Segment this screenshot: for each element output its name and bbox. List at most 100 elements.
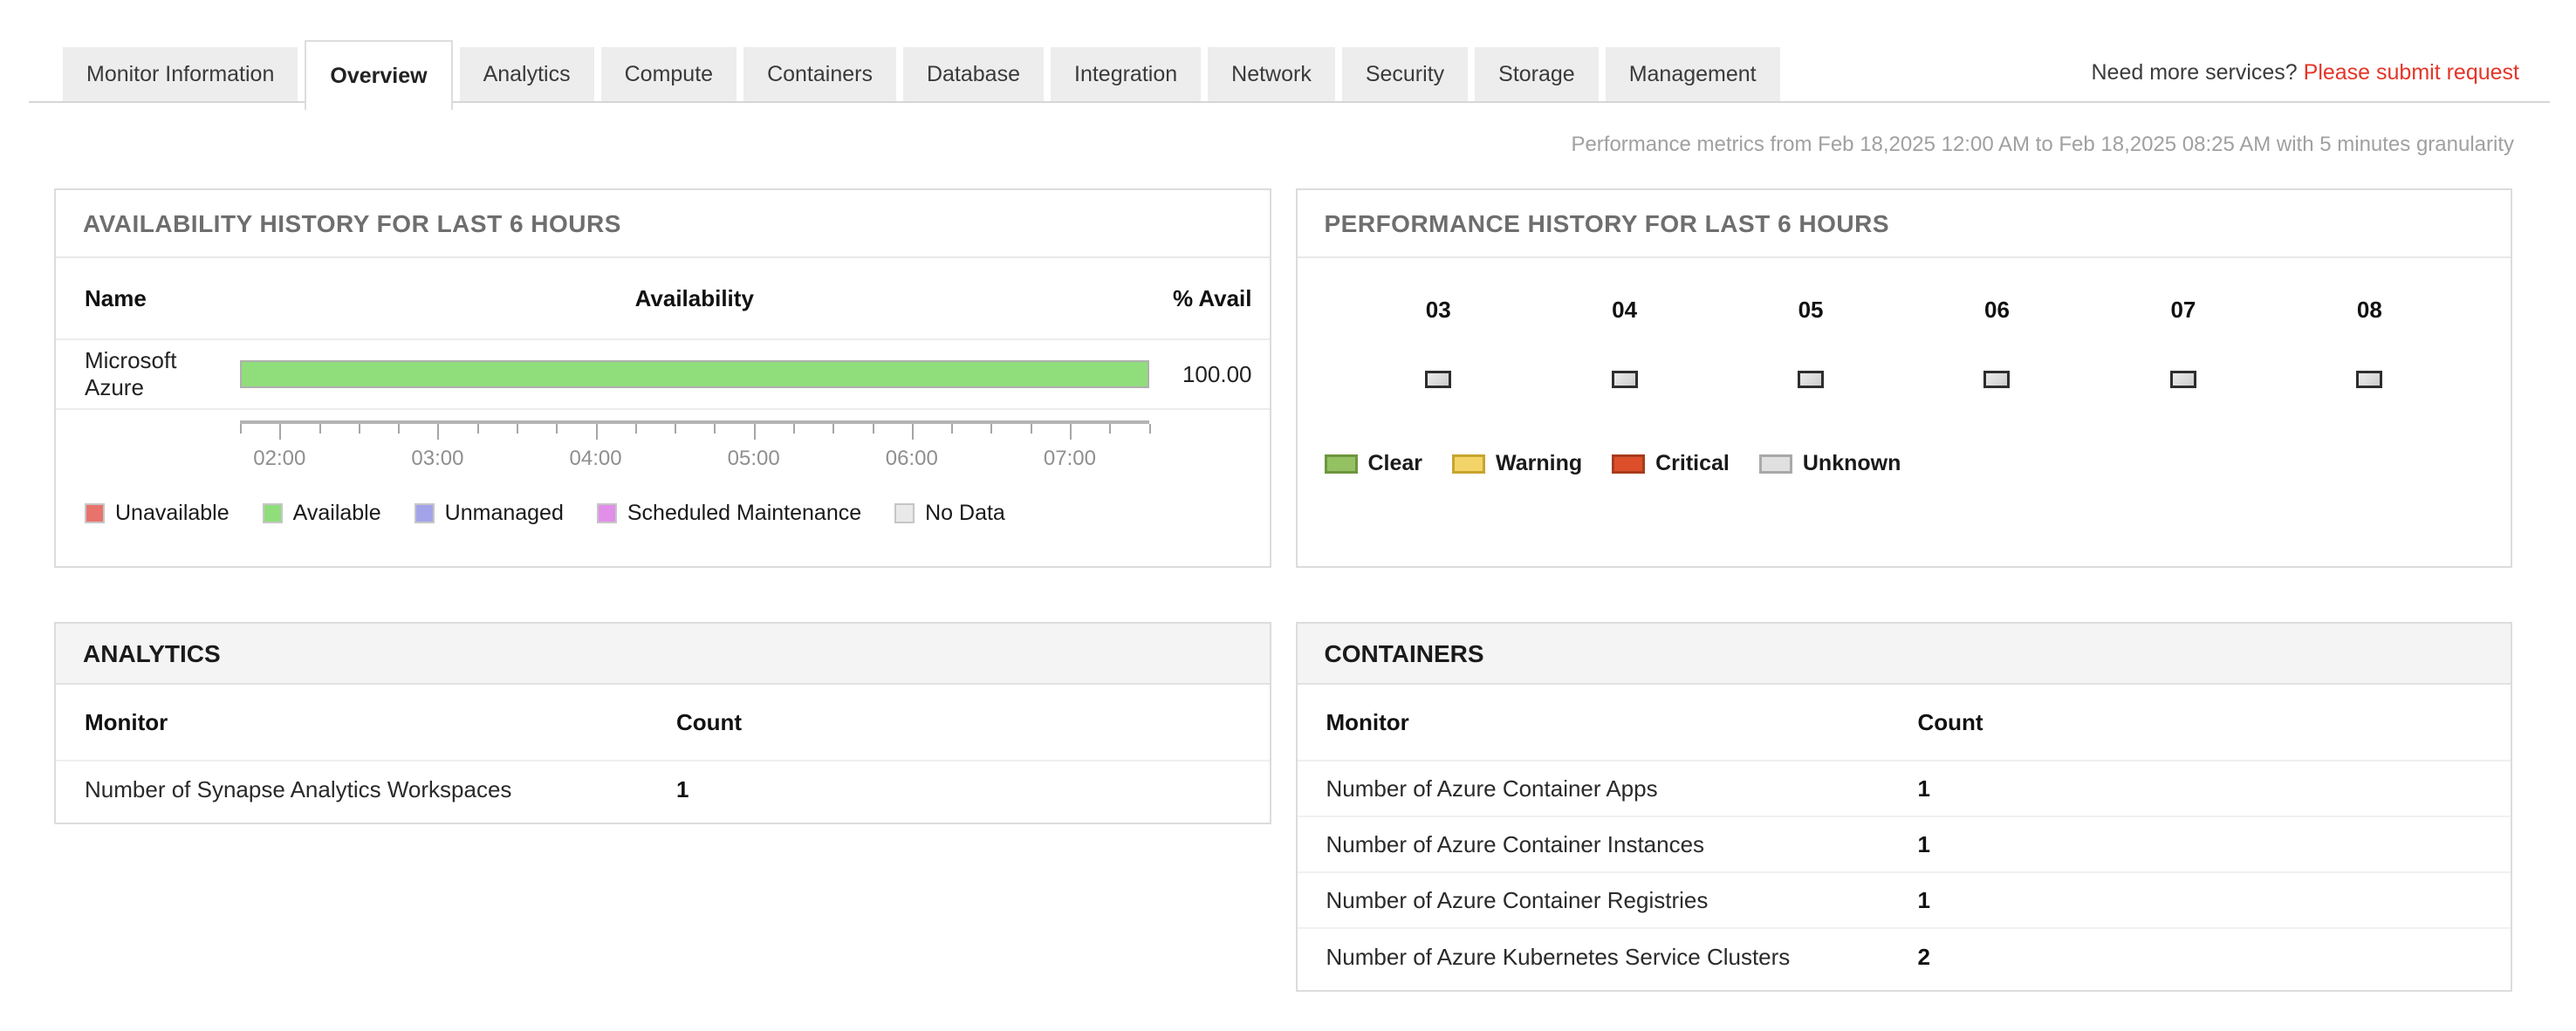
hour-header-07: 07 bbox=[2170, 297, 2196, 323]
legend-item-unmanaged: Unmanaged bbox=[414, 501, 564, 526]
containers-table-body: Number of Azure Container Apps 1 Number of… bbox=[1297, 761, 2511, 990]
availability-col-name: Name bbox=[85, 284, 147, 311]
axis-tick-label: 06:00 bbox=[885, 447, 938, 470]
axis-tick-label: 05:00 bbox=[727, 447, 780, 470]
count-cell: 1 bbox=[1917, 775, 1930, 802]
legend-label: Scheduled Maintenance bbox=[627, 501, 862, 525]
axis-tick bbox=[1148, 424, 1151, 434]
count-cell: 1 bbox=[1917, 830, 1930, 857]
axis-tick bbox=[675, 424, 677, 434]
status-box-03[interactable] bbox=[1425, 371, 1452, 388]
legend-swatch-critical bbox=[1612, 454, 1646, 474]
status-box-04[interactable] bbox=[1611, 371, 1638, 388]
axis-tick bbox=[476, 424, 479, 434]
status-box-07[interactable] bbox=[2169, 371, 2196, 388]
availability-col-availability: Availability bbox=[634, 284, 754, 311]
monitor-cell: Number of Azure Kubernetes Service Clust… bbox=[1326, 943, 1791, 970]
legend-item-unknown: Unknown bbox=[1758, 451, 1901, 476]
availability-panel: AVAILABILITY HISTORY FOR LAST 6 HOURS Na… bbox=[54, 188, 1271, 568]
axis-tick bbox=[516, 424, 518, 434]
analytics-table-header: Monitor Count bbox=[56, 685, 1270, 761]
legend-swatch-unmanaged bbox=[414, 503, 435, 523]
availability-percent: 100.00 bbox=[1182, 360, 1252, 387]
axis-tick-label: 02:00 bbox=[253, 447, 306, 470]
legend-swatch-available bbox=[262, 503, 283, 523]
status-cell-07 bbox=[2090, 371, 2276, 388]
legend-swatch-unknown bbox=[1758, 454, 1792, 474]
submit-request-link[interactable]: Please submit request bbox=[2303, 60, 2519, 85]
hour-header-03: 03 bbox=[1425, 297, 1451, 323]
tab-containers[interactable]: Containers bbox=[743, 47, 896, 101]
status-box-05[interactable] bbox=[1798, 371, 1825, 388]
legend-swatch-unavailable bbox=[85, 503, 105, 523]
tab-network[interactable]: Network bbox=[1208, 47, 1335, 101]
legend-swatch-warning bbox=[1452, 454, 1486, 474]
table-row: Number of Azure Container Registries 1 bbox=[1297, 873, 2511, 929]
status-box-06[interactable] bbox=[1983, 371, 2011, 388]
table-row: Number of Synapse Analytics Workspaces 1 bbox=[56, 761, 1270, 817]
axis-tick bbox=[240, 424, 242, 434]
analytics-table-body: Number of Synapse Analytics Workspaces 1 bbox=[56, 761, 1270, 823]
tab-storage[interactable]: Storage bbox=[1475, 47, 1599, 101]
availability-legend: Unavailable Available Unmanaged Scheduled M… bbox=[85, 501, 1270, 526]
axis-tick bbox=[556, 424, 558, 434]
axis-tick bbox=[911, 424, 914, 440]
axis-tick-label: 07:00 bbox=[1043, 447, 1096, 470]
analytics-panel: ANALYTICS Monitor Count Number of Synaps… bbox=[54, 622, 1271, 824]
tab-integration[interactable]: Integration bbox=[1051, 47, 1202, 101]
legend-item-unavailable: Unavailable bbox=[85, 501, 230, 526]
containers-panel: CONTAINERS Monitor Count Number of Azure… bbox=[1295, 622, 2512, 992]
legend-swatch-clear bbox=[1324, 454, 1358, 474]
hour-header-05: 05 bbox=[1798, 297, 1824, 323]
availability-axis-row: 02:00 03:00 04:00 05:00 06:00 07:00 bbox=[56, 410, 1270, 476]
legend-label: Unknown bbox=[1802, 451, 1901, 475]
granularity-note: Performance metrics from Feb 18,2025 12:… bbox=[1571, 133, 2514, 156]
hour-header-06: 06 bbox=[1984, 297, 2010, 323]
analytics-panel-title: ANALYTICS bbox=[56, 624, 1270, 685]
tab-monitor-information[interactable]: Monitor Information bbox=[63, 47, 298, 101]
axis-tick bbox=[1109, 424, 1112, 434]
tab-overview[interactable]: Overview bbox=[305, 40, 453, 110]
axis-tick bbox=[1030, 424, 1032, 434]
axis-tick bbox=[1069, 424, 1072, 440]
availability-table-header: Name Availability % Avail bbox=[56, 258, 1270, 340]
monitor-cell: Number of Azure Container Apps bbox=[1326, 775, 1658, 802]
tab-management[interactable]: Management bbox=[1605, 47, 1780, 101]
status-cell-06 bbox=[1904, 371, 2090, 388]
legend-label: Unavailable bbox=[115, 501, 230, 525]
axis-tick bbox=[595, 424, 598, 440]
monitor-name: Microsoft Azure bbox=[85, 347, 177, 400]
containers-col-count: Count bbox=[1917, 708, 1983, 735]
legend-label: Clear bbox=[1367, 451, 1423, 475]
availability-table-body: Microsoft Azure 100.00 bbox=[56, 340, 1270, 410]
legend-item-clear: Clear bbox=[1324, 451, 1423, 476]
time-axis: 02:00 03:00 04:00 05:00 06:00 07:00 bbox=[240, 420, 1151, 473]
tab-analytics[interactable]: Analytics bbox=[459, 47, 594, 101]
availability-panel-title: AVAILABILITY HISTORY FOR LAST 6 HOURS bbox=[56, 190, 1270, 258]
axis-tick bbox=[398, 424, 401, 434]
count-cell: 1 bbox=[676, 775, 689, 802]
availability-bar-cell bbox=[240, 360, 1149, 388]
table-row: Number of Azure Kubernetes Service Clust… bbox=[1298, 929, 2511, 985]
monitor-cell: Number of Synapse Analytics Workspaces bbox=[85, 775, 512, 802]
axis-tick bbox=[358, 424, 360, 434]
status-cell-08 bbox=[2277, 371, 2463, 388]
axis-tick bbox=[990, 424, 993, 434]
legend-item-available: Available bbox=[262, 501, 381, 526]
legend-swatch-no-data bbox=[894, 503, 915, 523]
services-prompt: Need more services? Please submit reques… bbox=[2091, 60, 2519, 101]
analytics-col-monitor: Monitor bbox=[85, 708, 168, 735]
hour-header-04: 04 bbox=[1612, 297, 1638, 323]
axis-tick bbox=[792, 424, 795, 434]
axis-tick bbox=[319, 424, 321, 434]
tab-security[interactable]: Security bbox=[1341, 47, 1469, 101]
availability-bar[interactable] bbox=[240, 360, 1149, 388]
table-row: Number of Azure Container Apps 1 bbox=[1297, 761, 2511, 817]
table-row: Number of Azure Container Instances 1 bbox=[1297, 817, 2511, 873]
legend-label: No Data bbox=[925, 501, 1005, 525]
legend-item-warning: Warning bbox=[1452, 451, 1582, 476]
tab-database[interactable]: Database bbox=[902, 47, 1044, 101]
tab-compute[interactable]: Compute bbox=[600, 47, 737, 101]
status-box-08[interactable] bbox=[2356, 371, 2383, 388]
legend-label: Available bbox=[292, 501, 381, 525]
